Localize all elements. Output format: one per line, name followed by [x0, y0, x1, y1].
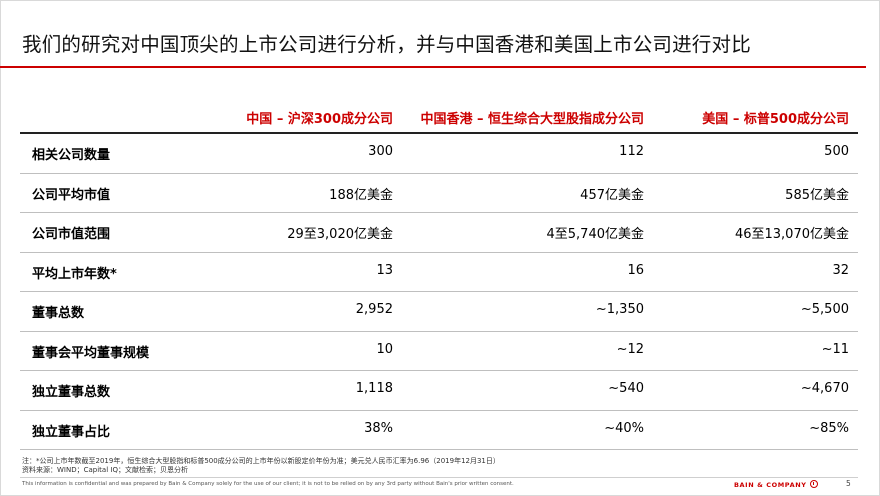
table-row: 平均上市年数* 13 16 32	[20, 253, 858, 292]
row-label: 相关公司数量	[32, 148, 111, 163]
row-label: 董事总数	[32, 306, 85, 321]
row-label: 公司平均市值	[32, 187, 111, 203]
cell-hongkong: 4至5,740亿美金	[546, 227, 645, 242]
row-label: 公司市值范围	[32, 227, 111, 242]
row-label: 平均上市年数*	[32, 266, 117, 282]
cell-us: ~5,500	[800, 302, 849, 317]
row-label: 独立董事总数	[32, 385, 111, 400]
cell-us: 46至13,070亿美金	[734, 227, 849, 242]
cell-hongkong: 16	[627, 262, 644, 278]
confidentiality-disclaimer: This information is confidential and was…	[22, 481, 514, 487]
title-divider	[0, 66, 866, 68]
cell-hongkong: ~540	[608, 381, 644, 396]
cell-china: 188亿美金	[329, 187, 393, 203]
cell-us: 500	[824, 144, 849, 159]
cell-china: 29至3,020亿美金	[287, 227, 393, 242]
cell-us: 32	[832, 262, 849, 278]
table-row: 相关公司数量 300 112 500	[20, 134, 858, 174]
table-row: 公司市值范围 29至3,020亿美金 4至5,740亿美金 46至13,070亿…	[20, 213, 858, 253]
cell-hongkong: ~12	[616, 341, 644, 357]
source-line: 资料来源：WIND；Capital IQ；文献检索；贝恩分析	[22, 465, 188, 474]
page-number: 5	[846, 479, 851, 488]
cell-china: 38%	[364, 420, 393, 436]
cell-china: 2,952	[355, 302, 393, 317]
header-us: 美国 – 标普500成分公司	[702, 112, 849, 127]
cell-us: 585亿美金	[785, 187, 849, 203]
cell-hongkong: ~40%	[604, 420, 644, 436]
table-row: 独立董事占比 38% ~40% ~85%	[20, 411, 858, 450]
table-row: 独立董事总数 1,118 ~540 ~4,670	[20, 371, 858, 411]
table-row: 公司平均市值 188亿美金 457亿美金 585亿美金	[20, 174, 858, 213]
cell-us: ~4,670	[800, 381, 849, 396]
footnote-line: 注：*公司上市年数截至2019年，恒生综合大型股指和标普500成分公司的上市年份…	[22, 457, 500, 465]
row-label: 独立董事占比	[32, 424, 111, 440]
header-china: 中国 – 沪深300成分公司	[246, 112, 393, 127]
brand-text: BAIN & COMPANY	[734, 481, 807, 489]
header-hongkong: 中国香港 – 恒生综合大型股指成分公司	[420, 112, 644, 127]
table-row: 董事总数 2,952 ~1,350 ~5,500	[20, 292, 858, 332]
cell-us: ~11	[821, 341, 849, 357]
table-row: 董事会平均董事规模 10 ~12 ~11	[20, 332, 858, 371]
cell-hongkong: ~1,350	[595, 302, 644, 317]
cell-hongkong: 457亿美金	[580, 187, 644, 203]
company-logo: BAIN & COMPANY	[734, 480, 818, 489]
row-label: 董事会平均董事规模	[32, 345, 150, 361]
cell-china: 1,118	[355, 381, 393, 396]
table-header: 中国 – 沪深300成分公司 中国香港 – 恒生综合大型股指成分公司 美国 – …	[20, 104, 858, 134]
logo-mark-icon	[809, 480, 818, 488]
footnotes: 注：*公司上市年数截至2019年，恒生综合大型股指和标普500成分公司的上市年份…	[22, 457, 500, 474]
cell-hongkong: 112	[619, 144, 644, 159]
cell-china: 300	[368, 144, 393, 159]
cell-china: 10	[376, 341, 393, 357]
comparison-table: 中国 – 沪深300成分公司 中国香港 – 恒生综合大型股指成分公司 美国 – …	[20, 104, 858, 450]
footer-divider	[20, 477, 858, 478]
cell-us: ~85%	[809, 420, 849, 436]
page-title: 我们的研究对中国顶尖的上市公司进行分析，并与中国香港和美国上市公司进行对比	[22, 33, 751, 56]
cell-china: 13	[376, 262, 393, 278]
